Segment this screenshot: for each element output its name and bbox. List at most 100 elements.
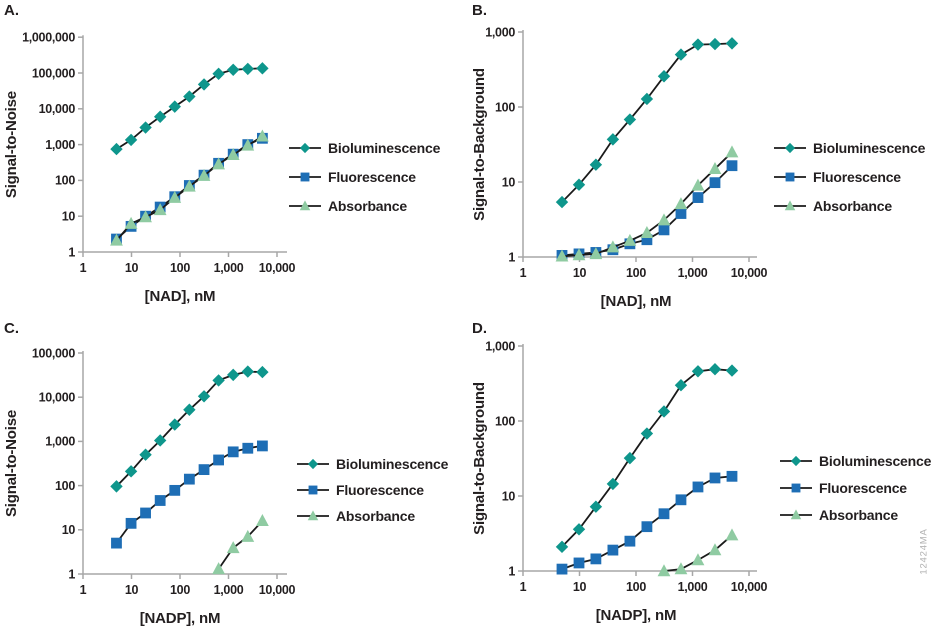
svg-text:10: 10 bbox=[62, 523, 76, 537]
legend-item-bioluminescence: Bioluminescence bbox=[288, 140, 440, 156]
legend-label-absorbance: Absorbance bbox=[819, 507, 898, 523]
panel-b: B. 1 10 100 1,000 1 10 100 1,000 10,000 Signal-to… bbox=[468, 0, 938, 318]
svg-text:1: 1 bbox=[80, 583, 87, 597]
svg-text:Signal-to-Background: Signal-to-Background bbox=[471, 382, 488, 535]
svg-text:100: 100 bbox=[495, 100, 515, 114]
panel-a: A. 1 10 100 1,000 10,000 100,000 1,000,000 1 10 1… bbox=[0, 0, 470, 318]
legend-item-fluorescence: Fluorescence bbox=[288, 169, 440, 185]
svg-text:100,000: 100,000 bbox=[32, 66, 75, 80]
svg-text:1,000: 1,000 bbox=[214, 583, 244, 597]
panel-d-label: D. bbox=[472, 320, 487, 337]
chart-d-signal-to-background-nadp: 1 10 100 1,000 1 10 100 1,000 10,000 Signal-to-Ba… bbox=[471, 339, 768, 624]
legend-item-absorbance: Absorbance bbox=[296, 508, 448, 524]
panel-c-label: C. bbox=[4, 320, 19, 337]
svg-text:100: 100 bbox=[170, 583, 190, 597]
legend-label-bioluminescence: Bioluminescence bbox=[819, 453, 932, 469]
legend-item-fluorescence: Fluorescence bbox=[779, 480, 931, 496]
svg-text:1,000: 1,000 bbox=[45, 138, 75, 152]
svg-text:10: 10 bbox=[502, 175, 516, 189]
svg-text:100: 100 bbox=[626, 266, 646, 280]
svg-text:[NAD], nM: [NAD], nM bbox=[601, 293, 672, 310]
bioluminescence-diamond-marker-icon bbox=[780, 455, 812, 467]
svg-text:10: 10 bbox=[573, 266, 587, 280]
svg-text:1: 1 bbox=[68, 245, 75, 259]
svg-text:1: 1 bbox=[520, 580, 527, 594]
legend-a: Bioluminescence Fluorescence Absorbance bbox=[288, 140, 440, 214]
svg-text:10,000: 10,000 bbox=[39, 391, 76, 405]
legend-item-fluorescence: Fluorescence bbox=[296, 482, 448, 498]
legend-d: Bioluminescence Fluorescence Absorbance bbox=[779, 453, 931, 523]
bioluminescence-diamond-marker-icon bbox=[774, 142, 806, 154]
legend-label-bioluminescence: Bioluminescence bbox=[813, 140, 926, 156]
fluorescence-square-marker-icon bbox=[774, 172, 806, 182]
svg-text:[NAD], nM: [NAD], nM bbox=[145, 288, 216, 305]
svg-text:1,000: 1,000 bbox=[485, 339, 515, 353]
svg-text:1: 1 bbox=[520, 266, 527, 280]
svg-text:100: 100 bbox=[170, 261, 190, 275]
fluorescence-square-marker-icon bbox=[289, 172, 321, 182]
legend-label-absorbance: Absorbance bbox=[813, 198, 892, 214]
legend-item-bioluminescence: Bioluminescence bbox=[296, 456, 448, 472]
svg-text:1,000,000: 1,000,000 bbox=[22, 31, 75, 45]
legend-label-fluorescence: Fluorescence bbox=[328, 169, 416, 185]
svg-text:10: 10 bbox=[125, 261, 139, 275]
legend-item-fluorescence: Fluorescence bbox=[773, 169, 925, 185]
legend-item-bioluminescence: Bioluminescence bbox=[779, 453, 931, 469]
panel-b-label: B. bbox=[472, 2, 487, 19]
legend-item-bioluminescence: Bioluminescence bbox=[773, 140, 925, 156]
svg-text:10,000: 10,000 bbox=[731, 266, 768, 280]
legend-item-absorbance: Absorbance bbox=[288, 198, 440, 214]
absorbance-triangle-marker-icon bbox=[780, 509, 812, 520]
svg-text:Signal-to-Background: Signal-to-Background bbox=[471, 68, 488, 221]
legend-label-fluorescence: Fluorescence bbox=[336, 482, 424, 498]
svg-text:1: 1 bbox=[68, 567, 75, 581]
svg-text:100: 100 bbox=[495, 414, 515, 428]
svg-text:Signal-to-Noise: Signal-to-Noise bbox=[3, 410, 20, 517]
svg-text:10,000: 10,000 bbox=[259, 261, 296, 275]
svg-text:1: 1 bbox=[80, 261, 87, 275]
panel-d: D. 1 10 100 1,000 1 10 100 1,000 10,000 Signal-to… bbox=[468, 318, 938, 636]
svg-text:1,000: 1,000 bbox=[45, 435, 75, 449]
chart-a-signal-to-noise-nad: 1 10 100 1,000 10,000 100,000 1,000,000 1 10 100 1… bbox=[3, 31, 296, 306]
legend-label-bioluminescence: Bioluminescence bbox=[336, 456, 449, 472]
bioluminescence-diamond-marker-icon bbox=[297, 458, 329, 470]
panel-a-label: A. bbox=[4, 2, 19, 19]
legend-item-absorbance: Absorbance bbox=[779, 507, 931, 523]
svg-text:1: 1 bbox=[508, 564, 515, 578]
chart-b-signal-to-background-nad: 1 10 100 1,000 1 10 100 1,000 10,000 Signal-to-Ba… bbox=[471, 25, 768, 310]
svg-text:10,000: 10,000 bbox=[731, 580, 768, 594]
svg-text:1,000: 1,000 bbox=[678, 266, 708, 280]
svg-text:[NADP], nM: [NADP], nM bbox=[140, 610, 221, 627]
svg-text:1,000: 1,000 bbox=[214, 261, 244, 275]
legend-b: Bioluminescence Fluorescence Absorbance bbox=[773, 140, 925, 214]
svg-text:10: 10 bbox=[502, 489, 516, 503]
figure-id-watermark: 12424MA bbox=[918, 528, 930, 575]
fluorescence-square-marker-icon bbox=[780, 483, 812, 493]
svg-text:1: 1 bbox=[508, 250, 515, 264]
svg-text:10: 10 bbox=[62, 210, 76, 224]
svg-text:1,000: 1,000 bbox=[678, 580, 708, 594]
panel-c: C. 1 10 100 1,000 10,000 100,000 1 10 100 1,000 10… bbox=[0, 318, 470, 636]
chart-c-signal-to-noise-nadp: 1 10 100 1,000 10,000 100,000 1 10 100 1,000 10,00… bbox=[3, 346, 296, 627]
svg-text:1,000: 1,000 bbox=[485, 25, 515, 39]
legend-label-fluorescence: Fluorescence bbox=[819, 480, 907, 496]
svg-text:100,000: 100,000 bbox=[32, 346, 75, 360]
legend-label-bioluminescence: Bioluminescence bbox=[328, 140, 441, 156]
svg-text:100: 100 bbox=[626, 580, 646, 594]
legend-label-absorbance: Absorbance bbox=[336, 508, 415, 524]
svg-text:10,000: 10,000 bbox=[259, 583, 296, 597]
svg-text:10: 10 bbox=[125, 583, 139, 597]
legend-label-absorbance: Absorbance bbox=[328, 198, 407, 214]
svg-text:100: 100 bbox=[55, 479, 75, 493]
svg-text:Signal-to-Noise: Signal-to-Noise bbox=[3, 91, 20, 198]
absorbance-triangle-marker-icon bbox=[297, 510, 329, 521]
bioluminescence-diamond-marker-icon bbox=[289, 142, 321, 154]
svg-text:100: 100 bbox=[55, 174, 75, 188]
fluorescence-square-marker-icon bbox=[297, 485, 329, 495]
absorbance-triangle-marker-icon bbox=[289, 200, 321, 211]
legend-item-absorbance: Absorbance bbox=[773, 198, 925, 214]
absorbance-triangle-marker-icon bbox=[774, 200, 806, 211]
svg-text:10: 10 bbox=[573, 580, 587, 594]
svg-text:10,000: 10,000 bbox=[39, 102, 76, 116]
